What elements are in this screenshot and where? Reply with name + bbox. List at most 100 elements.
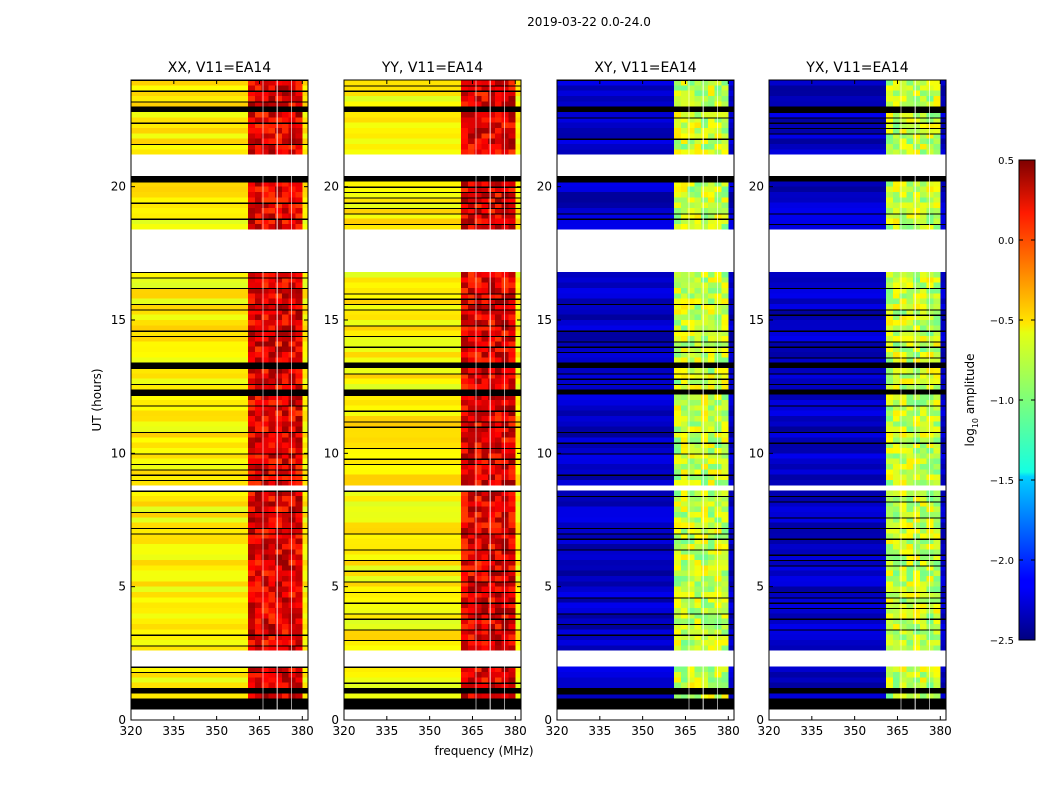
flagged-row xyxy=(344,202,521,204)
heatmap-row xyxy=(131,352,249,358)
heatmap-cell xyxy=(701,469,709,475)
heatmap-row xyxy=(344,458,462,464)
heatmap-cell xyxy=(467,458,475,464)
heatmap-cell xyxy=(474,96,482,102)
heatmap-cell xyxy=(886,213,894,219)
heatmap-row xyxy=(344,80,462,86)
heatmap-cell xyxy=(919,490,928,496)
heatmap-cell xyxy=(906,453,914,459)
heatmap-cell xyxy=(288,192,296,198)
heatmap-cell xyxy=(899,549,907,555)
heatmap-cell xyxy=(886,453,894,459)
heatmap-cell xyxy=(494,496,503,502)
heatmap-row xyxy=(302,320,308,326)
heatmap-cell xyxy=(494,432,503,438)
heatmap-cell xyxy=(913,474,921,480)
heatmap-cell xyxy=(906,533,914,539)
heatmap-cell xyxy=(926,138,934,144)
heatmap-row xyxy=(515,666,521,672)
heatmap-cell xyxy=(680,405,688,411)
heatmap-cell xyxy=(687,309,695,315)
heatmap-row xyxy=(131,640,249,646)
flagged-row xyxy=(769,565,946,567)
heatmap-cell xyxy=(461,560,469,566)
heatmap-cell xyxy=(687,624,695,630)
heatmap-cell xyxy=(268,458,276,464)
heatmap-row xyxy=(344,224,462,230)
heatmap-row xyxy=(940,458,946,464)
flagged-row xyxy=(557,613,734,615)
heatmap-row xyxy=(769,592,887,598)
heatmap-cell xyxy=(892,341,900,347)
heatmap-row xyxy=(515,112,521,118)
heatmap-cell xyxy=(926,394,934,400)
heatmap-cell xyxy=(674,560,682,566)
heatmap-cell xyxy=(295,528,303,534)
heatmap-cell xyxy=(892,416,900,422)
heatmap-cell xyxy=(707,96,716,102)
heatmap-cell xyxy=(899,544,907,550)
heatmap-cell xyxy=(295,357,303,363)
heatmap-cell xyxy=(913,480,921,486)
heatmap-cell xyxy=(913,298,921,304)
heatmap-cell xyxy=(494,320,503,326)
heatmap-cell xyxy=(886,384,894,390)
heatmap-row xyxy=(344,133,462,139)
heatmap-cell xyxy=(707,496,716,502)
heatmap-cell xyxy=(701,672,709,678)
heatmap-row xyxy=(344,202,462,208)
heatmap-cell xyxy=(680,357,688,363)
heatmap-cell xyxy=(913,400,921,406)
heatmap-cell xyxy=(694,682,702,688)
heatmap-cell xyxy=(721,480,729,486)
heatmap-cell xyxy=(694,490,702,496)
heatmap-row xyxy=(557,442,675,448)
heatmap-cell xyxy=(488,224,496,230)
heatmap-row xyxy=(344,298,462,304)
heatmap-cell xyxy=(721,682,729,688)
flagged-row xyxy=(557,549,734,551)
heatmap-cell xyxy=(295,117,303,123)
flagged-row xyxy=(344,389,521,395)
heatmap-cell xyxy=(275,528,283,534)
heatmap-cell xyxy=(508,592,516,598)
heatmap-cell xyxy=(254,608,262,614)
heatmap-cell xyxy=(687,213,695,219)
heatmap-cell xyxy=(721,138,729,144)
heatmap-cell xyxy=(701,112,709,118)
heatmap-cell xyxy=(494,437,503,443)
heatmap-cell xyxy=(261,666,269,672)
heatmap-cell xyxy=(268,522,276,528)
heatmap-cell xyxy=(913,373,921,379)
heatmap-cell xyxy=(488,458,496,464)
heatmap-row xyxy=(769,426,887,432)
heatmap-cell xyxy=(288,208,296,214)
plot-frame xyxy=(130,79,309,721)
heatmap-cell xyxy=(261,576,269,582)
heatmap-cell xyxy=(899,618,907,624)
heatmap-row xyxy=(769,213,887,219)
heatmap-cell xyxy=(721,442,729,448)
colorbar: 0.50.0−0.5−1.0−1.5−2.0−2.5 log10 amplitu… xyxy=(963,156,1036,647)
heatmap-cell xyxy=(674,602,682,608)
heatmap-row xyxy=(344,560,462,566)
heatmap-cell xyxy=(913,90,921,96)
heatmap-cell xyxy=(933,341,941,347)
heatmap-cell xyxy=(680,213,688,219)
heatmap-cell xyxy=(707,320,716,326)
heatmap-cell xyxy=(474,320,482,326)
heatmap-cell xyxy=(886,416,894,422)
heatmap-row xyxy=(557,138,675,144)
heatmap-cell xyxy=(481,592,489,598)
heatmap-cell xyxy=(680,325,688,331)
heatmap-cell xyxy=(892,613,900,619)
heatmap-cell xyxy=(687,528,695,534)
heatmap-row xyxy=(131,464,249,470)
heatmap-row xyxy=(302,293,308,299)
flagged-row xyxy=(344,325,521,327)
heatmap-cell xyxy=(481,645,489,651)
heatmap-cell xyxy=(494,682,503,688)
heatmap-cell xyxy=(508,213,516,219)
heatmap-cell xyxy=(919,272,928,278)
heatmap-cell xyxy=(467,346,475,352)
